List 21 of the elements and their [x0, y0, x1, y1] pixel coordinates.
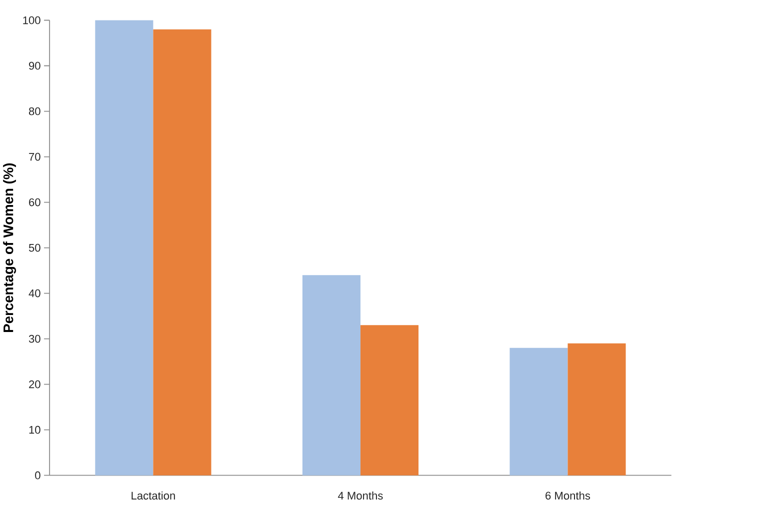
y-tick-label: 0	[35, 472, 40, 480]
y-axis-title: Percentage of Women (%)	[3, 164, 16, 332]
x-tick-label: 4 Months	[338, 492, 383, 500]
y-tick-label: 10	[29, 426, 40, 434]
y-tick-label: 20	[29, 380, 40, 388]
y-tick-label: 80	[28, 108, 40, 116]
bar	[510, 348, 568, 476]
bar	[302, 275, 360, 476]
x-tick-label: Lactation	[132, 492, 175, 500]
bar	[360, 325, 418, 476]
y-tick-label: 40	[28, 290, 40, 298]
bar	[95, 20, 154, 476]
y-tick-label: 60	[29, 198, 40, 206]
y-tick-label: 90	[29, 62, 40, 70]
x-tick-label: 6 Months	[546, 492, 590, 500]
y-tick-label: 30	[28, 335, 40, 343]
y-tick-label: 50	[28, 244, 40, 252]
y-tick-label: 100	[23, 16, 40, 24]
bar	[568, 344, 626, 476]
bar	[153, 30, 212, 476]
y-tick-label: 70	[29, 153, 40, 161]
